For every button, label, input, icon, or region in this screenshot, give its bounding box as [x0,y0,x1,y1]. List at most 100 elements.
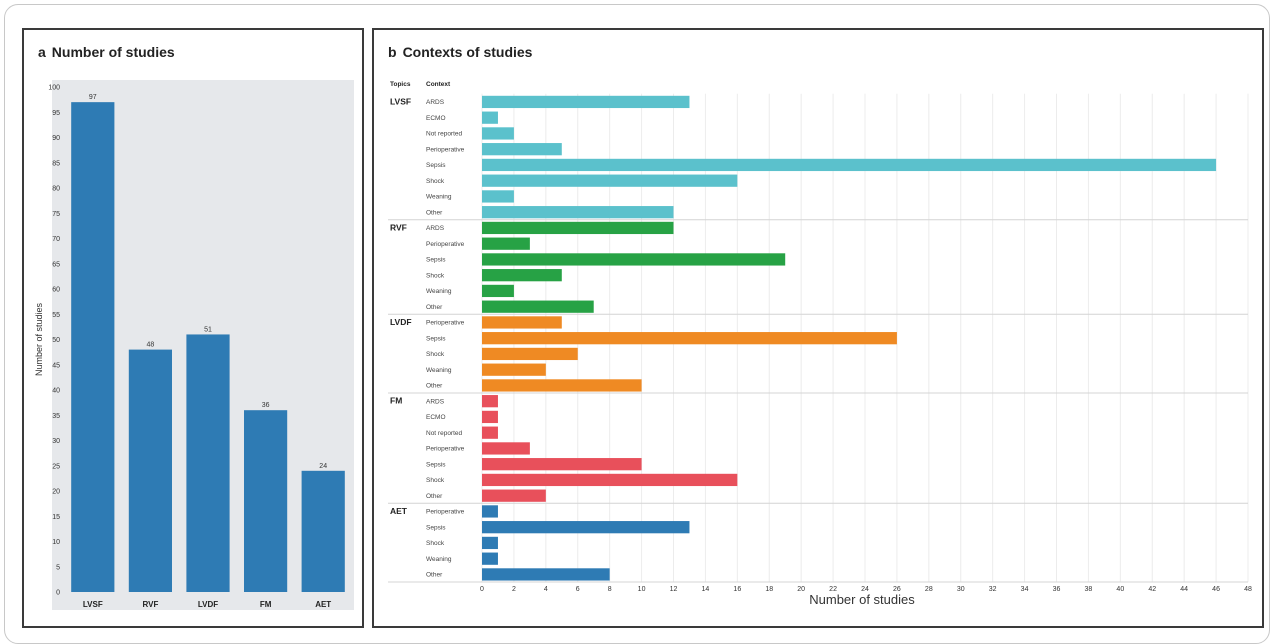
topic-label-lvdf: LVDF [390,317,412,327]
x-axis-label: Number of studies [809,592,915,607]
x-tick-label: 44 [1180,586,1188,593]
bar-rvf [128,349,172,592]
bar-rvf-weaning [482,284,514,298]
x-tick-label: 16 [733,586,741,593]
bar-aet-weaning [482,552,498,565]
bar-value-label: 97 [89,94,97,101]
panel-b-letter: b [388,44,397,60]
x-tick-label: 34 [1021,586,1029,593]
topics-header: Topics [390,81,411,88]
x-tick-label: 28 [925,586,933,593]
bar-lvdf-other [482,379,642,392]
context-label: Sepsis [426,162,446,169]
x-tick-label: 2 [512,586,516,593]
x-tick-label: 24 [861,586,869,593]
bar-rvf-other [482,300,594,313]
y-tick-label: 80 [52,186,60,193]
context-label: Other [426,383,443,390]
context-label: Sepsis [426,257,446,264]
bar-aet-perioperative [482,505,498,518]
panel-b-title-text: Contexts of studies [402,44,533,60]
context-label: Other [426,572,443,579]
bar-fm-not-reported [482,426,498,439]
bar-lvdf-perioperative [482,316,562,329]
y-tick-label: 15 [52,514,60,521]
context-label: Shock [426,178,445,185]
bar-value-label: 51 [204,326,212,333]
context-label: ARDS [426,398,445,405]
topic-label-aet: AET [390,506,408,516]
x-tick-label: AET [315,600,331,609]
context-label: Weaning [426,367,452,374]
bar-rvf-shock [482,269,562,282]
x-tick-label: 8 [608,586,612,593]
panel-b-contexts-of-studies: b Contexts of studies 0 2 4 6 8 10 12 14 16 18 20 22… [372,28,1264,628]
context-label: Perioperative [426,146,465,153]
bar-lvdf-shock [482,347,578,361]
bar-lvsf-ecmo [482,111,498,124]
bar-fm [244,410,288,592]
y-tick-label: 45 [52,362,60,369]
y-tick-label: 40 [52,388,60,395]
x-tick-label: 30 [957,586,965,593]
y-tick-label: 75 [52,211,60,218]
x-tick-label: 40 [1116,586,1124,593]
bar-lvsf-not-reported [482,127,514,140]
bar-lvsf-weaning [482,190,514,203]
y-tick-label: 20 [52,489,60,496]
context-label: ARDS [426,225,445,232]
x-tick-label: 12 [670,586,678,593]
y-tick-label: 90 [52,135,60,142]
y-tick-label: 85 [52,160,60,167]
panel-a-number-of-studies: a Number of studies 0 5 10 15 20 25 30 35 40 45 50 5… [22,28,364,628]
x-tick-label: 48 [1244,586,1252,593]
x-tick-label: 42 [1148,586,1156,593]
bar-value-label: 24 [319,463,327,470]
bar-fm-ecmo [482,410,498,424]
bar-chart-studies: 0 5 10 15 20 25 30 35 40 45 50 55 60 65 70 75 80 85 90 95 10… [34,80,354,610]
context-label: Shock [426,477,445,484]
y-tick-label: 25 [52,463,60,470]
context-label: Weaning [426,556,452,563]
bar-aet [301,470,345,592]
bar-lvdf-weaning [482,363,546,376]
bar-fm-other [482,489,546,502]
x-tick-label: FM [260,600,272,609]
context-label: Not reported [426,131,463,138]
context-label: Sepsis [426,461,446,468]
bar-lvdf-sepsis [482,332,897,345]
topic-label-rvf: RVF [390,222,407,232]
x-tick-label: 26 [893,586,901,593]
bar-aet-shock [482,536,498,550]
context-label: Other [426,209,443,216]
x-tick-label: LVDF [198,600,218,609]
y-tick-label: 70 [52,236,60,243]
y-tick-label: 10 [52,539,60,546]
bar-rvf-perioperative [482,237,530,250]
x-tick-label: 0 [480,586,484,593]
x-tick-label: 14 [702,586,710,593]
bar-lvsf-other [482,206,674,219]
bar-fm-shock [482,473,738,487]
y-tick-label: 30 [52,438,60,445]
x-tick-label: 38 [1085,586,1093,593]
bar-rvf-ards [482,221,674,235]
context-label: Other [426,493,443,500]
y-tick-label: 50 [52,337,60,344]
x-tick-label: 22 [829,586,837,593]
x-tick-label: 4 [544,586,548,593]
context-label: ARDS [426,99,445,106]
panel-a-letter: a [38,44,46,60]
x-tick-label: 46 [1212,586,1220,593]
context-label: Sepsis [426,335,446,342]
y-axis-label: Number of studies [34,302,44,376]
y-tick-label: 65 [52,261,60,268]
bar-aet-sepsis [482,521,690,534]
bar-fm-perioperative [482,442,530,455]
bar-rvf-sepsis [482,253,786,266]
x-tick-label: 32 [989,586,997,593]
bar-lvsf-ards [482,95,690,109]
context-label: Shock [426,540,445,547]
context-label: Perioperative [426,241,465,248]
y-tick-label: 35 [52,413,60,420]
